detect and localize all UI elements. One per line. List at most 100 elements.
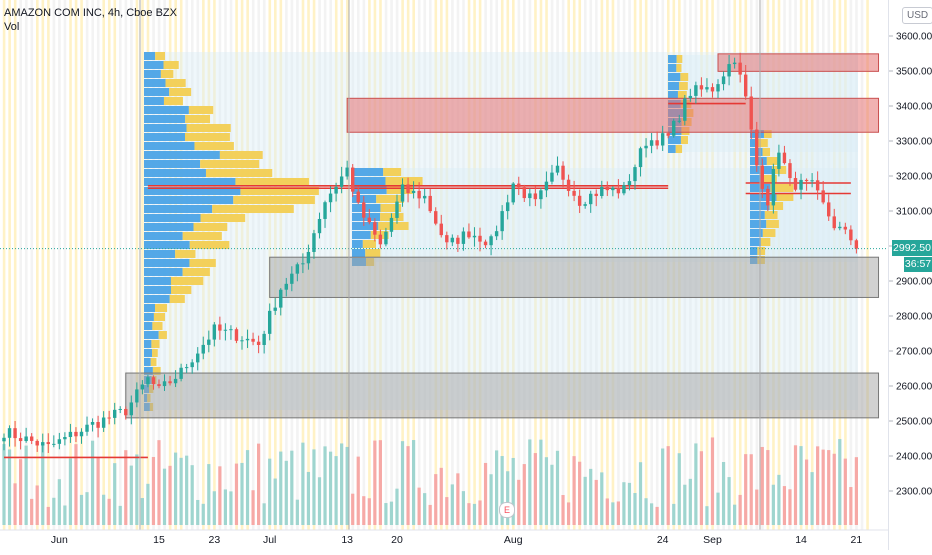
volume-bar xyxy=(234,463,239,525)
profile-row-down xyxy=(677,91,687,99)
x-tick-label: 15 xyxy=(153,534,165,546)
volume-bar xyxy=(207,464,211,525)
profile-row-up xyxy=(144,106,189,114)
profile-row-up xyxy=(668,136,681,144)
profile-row-down xyxy=(233,196,315,204)
candle-body xyxy=(688,95,693,99)
profile-row-down xyxy=(163,61,179,69)
volume-bar xyxy=(677,453,681,525)
volume-bar xyxy=(439,467,443,525)
volume-bar xyxy=(467,503,471,525)
session-stripe xyxy=(102,0,106,530)
profile-row-down xyxy=(770,184,794,192)
volume-bar xyxy=(373,440,377,525)
supply-demand-zones xyxy=(125,53,880,419)
session-stripe xyxy=(41,0,45,530)
profile-row-up xyxy=(144,97,164,105)
candle-body xyxy=(173,378,178,384)
profile-row-up xyxy=(144,268,183,276)
profile-row-up xyxy=(668,73,681,81)
x-tick-label: 14 xyxy=(795,534,807,546)
candle-body xyxy=(417,190,421,199)
volume-bar xyxy=(52,497,56,525)
y-tick-label: 2600.00 xyxy=(896,382,932,393)
y-tick-label: 3100.00 xyxy=(896,207,932,218)
session-stripe xyxy=(119,0,122,530)
earnings-marker[interactable]: E xyxy=(499,502,515,518)
volume-bar xyxy=(135,454,139,525)
profile-row-up xyxy=(144,133,185,141)
candle-body xyxy=(456,237,460,244)
profile-row-down xyxy=(758,139,768,147)
profile-row-up xyxy=(144,358,151,366)
volume-bar xyxy=(788,489,792,525)
profile-row-down xyxy=(194,142,234,150)
y-tick-label: 3200.00 xyxy=(896,172,932,183)
volume-bar xyxy=(290,450,294,525)
profile-row-down xyxy=(679,82,688,90)
volume-bar xyxy=(411,440,416,525)
volume-bar xyxy=(489,474,493,525)
x-tick-label: 24 xyxy=(657,534,669,546)
candle-body xyxy=(467,231,471,238)
volume-bar xyxy=(417,487,421,525)
profile-row-up xyxy=(352,222,379,230)
profile-row-down xyxy=(153,313,166,321)
candle-body xyxy=(827,202,831,217)
price-axis[interactable]: 2300.00 2400.00 2500.00 2600.00 2700.00 2800.… xyxy=(888,0,932,550)
candle-body xyxy=(157,384,161,387)
candle-body xyxy=(301,263,305,265)
volume-bar xyxy=(85,492,89,525)
session-stripe xyxy=(52,0,56,530)
profile-row-up xyxy=(144,331,159,339)
candle-body xyxy=(583,204,587,206)
volume-bar xyxy=(799,446,803,525)
volume-bar xyxy=(107,498,111,525)
volume-bar xyxy=(744,454,748,525)
candle-body xyxy=(400,184,405,202)
candle-body xyxy=(505,202,510,212)
volume-bar xyxy=(68,458,73,525)
price-chart[interactable]: Jun 15 23 Jul 13 20 Aug 24 Sep 14 21 xyxy=(0,0,888,550)
profile-row-down xyxy=(760,238,771,246)
x-tick-label: 23 xyxy=(208,534,220,546)
candle-body xyxy=(738,62,742,75)
candle-body xyxy=(96,422,100,428)
volume-bar xyxy=(118,505,122,525)
volume-bar xyxy=(644,498,648,525)
candle-body xyxy=(378,234,383,245)
candle-body xyxy=(710,87,715,92)
volume-bar xyxy=(672,503,676,525)
candle-body xyxy=(18,438,23,442)
candle-body xyxy=(644,145,648,149)
volume-bar xyxy=(96,458,100,525)
profile-row-up xyxy=(144,52,156,60)
candle-body xyxy=(351,167,355,192)
volume-bar xyxy=(605,498,609,525)
candle-body xyxy=(539,190,543,200)
volume-bar xyxy=(356,456,360,525)
candle-body xyxy=(140,384,145,390)
currency-button[interactable]: USD xyxy=(902,7,932,24)
profile-row-down xyxy=(680,73,689,81)
candle-body xyxy=(655,140,659,146)
candle-body xyxy=(201,344,205,354)
volume-bar xyxy=(46,506,50,525)
profile-row-down xyxy=(762,148,771,156)
volume-bar xyxy=(279,451,283,525)
candle-body xyxy=(135,389,139,403)
candle-body xyxy=(218,324,222,331)
candle-body xyxy=(677,120,681,122)
volume-bar xyxy=(179,457,183,525)
volume-bar xyxy=(666,446,670,525)
profile-row-up xyxy=(144,187,241,195)
candle-body xyxy=(638,148,643,168)
session-stripe xyxy=(229,0,233,530)
profile-row-down xyxy=(235,178,309,186)
session-stripe xyxy=(240,0,244,530)
profile-row-down xyxy=(184,133,230,141)
candle-body xyxy=(190,362,194,368)
candle-body xyxy=(146,377,150,385)
volume-bar xyxy=(727,477,731,525)
candle-body xyxy=(68,431,73,438)
